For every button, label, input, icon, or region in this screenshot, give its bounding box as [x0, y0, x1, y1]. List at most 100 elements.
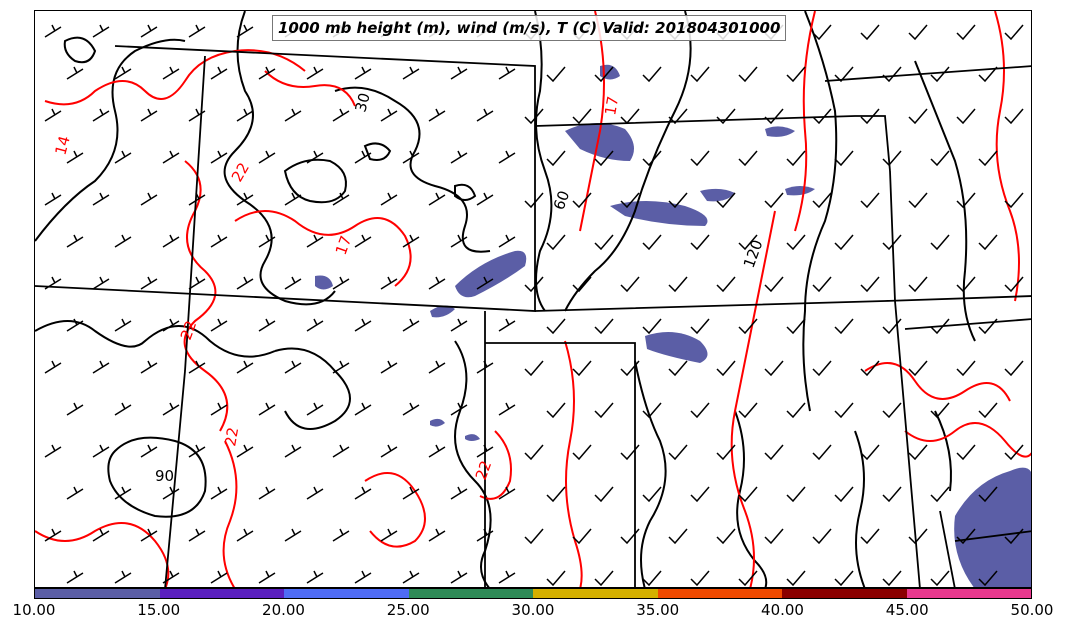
- wind-barb-icon: [882, 570, 902, 587]
- wind-barb-icon: [258, 150, 276, 164]
- wind-barb-icon: [834, 570, 854, 587]
- wind-barb-icon: [210, 318, 228, 332]
- temperature-label-6: 22: [221, 426, 242, 448]
- wind-barb-icon: [1004, 360, 1024, 377]
- wind-barb-icon: [620, 276, 640, 293]
- wind-barb-icon: [44, 108, 62, 122]
- wind-barb-icon: [66, 486, 84, 500]
- wind-barb-icon: [690, 66, 710, 83]
- wind-barb-icon: [860, 108, 880, 125]
- wind-barb-icon: [524, 108, 544, 125]
- wind-barb-icon: [66, 150, 84, 164]
- wind-barb-icon: [476, 108, 494, 122]
- wind-barb-icon: [690, 402, 710, 419]
- wind-barb-icon: [956, 24, 976, 41]
- wind-barb-icon: [956, 192, 976, 209]
- wind-barb-icon: [882, 66, 902, 83]
- wind-barb-field: [44, 24, 1024, 587]
- temperature-label-4: 22: [228, 159, 253, 185]
- wind-barb-icon: [140, 528, 158, 542]
- wind-barb-icon: [236, 24, 254, 38]
- wind-barb-icon: [668, 444, 688, 461]
- wind-barb-icon: [908, 444, 928, 461]
- colorbar-tick-label: 30.00: [511, 601, 555, 619]
- wind-barb-icon: [44, 276, 62, 290]
- height-label-2: 60: [550, 188, 573, 212]
- wind-barb-icon: [402, 402, 420, 416]
- wind-barb-icon: [860, 528, 880, 545]
- wind-barb-icon: [402, 150, 420, 164]
- wind-barb-icon: [572, 276, 592, 293]
- wind-barb-icon: [140, 24, 158, 38]
- wind-barb-icon: [450, 66, 468, 80]
- wind-barb-icon: [380, 108, 398, 122]
- wind-barb-icon: [188, 192, 206, 206]
- map-title: 1000 mb height (m), wind (m/s), T (C) Va…: [272, 15, 787, 41]
- wind-barb-icon: [642, 570, 662, 587]
- wind-barb-icon: [188, 24, 206, 38]
- wind-barb-icon: [428, 276, 446, 290]
- wind-barb-icon: [476, 192, 494, 206]
- wind-barb-icon: [978, 150, 998, 167]
- wind-barb-icon: [764, 192, 784, 209]
- wind-barb-icon: [882, 318, 902, 335]
- wind-barb-icon: [642, 486, 662, 503]
- wind-barb-icon: [908, 24, 928, 41]
- wind-barb-icon: [498, 486, 516, 500]
- wind-barb-icon: [140, 108, 158, 122]
- temperature-label-2: 17: [601, 95, 622, 117]
- wind-barb-icon: [92, 276, 110, 290]
- wind-barb-icon: [978, 318, 998, 335]
- wind-barb-icon: [402, 234, 420, 248]
- wind-barb-icon: [306, 234, 324, 248]
- wind-barb-icon: [956, 444, 976, 461]
- wind-barb-icon: [930, 234, 950, 251]
- wind-barb-icon: [188, 528, 206, 542]
- wind-barb-icon: [786, 402, 806, 419]
- colorbar-tick-label: 45.00: [885, 601, 929, 619]
- wind-barb-icon: [716, 108, 736, 125]
- wind-barb-icon: [956, 108, 976, 125]
- wind-barb-icon: [716, 192, 736, 209]
- wind-barb-icon: [594, 486, 614, 503]
- wind-barb-icon: [380, 276, 398, 290]
- wind-barb-icon: [572, 360, 592, 377]
- wind-barb-icon: [428, 360, 446, 374]
- wind-barb-icon: [476, 360, 494, 374]
- wind-barb-icon: [546, 318, 566, 335]
- wind-barb-icon: [380, 528, 398, 542]
- height-contours: [35, 11, 976, 587]
- wind-barb-icon: [284, 528, 302, 542]
- temperature-contours: [35, 11, 1031, 587]
- wind-barb-icon: [332, 276, 350, 290]
- wind-barb-icon: [738, 150, 758, 167]
- wind-barb-icon: [258, 234, 276, 248]
- wind-barb-icon: [620, 192, 640, 209]
- wind-barb-icon: [450, 234, 468, 248]
- wind-barb-icon: [140, 192, 158, 206]
- wind-barb-icon: [620, 444, 640, 461]
- wind-barb-icon: [834, 150, 854, 167]
- wind-barb-icon: [786, 318, 806, 335]
- wind-barb-icon: [428, 108, 446, 122]
- wind-barb-icon: [834, 234, 854, 251]
- wind-barb-icon: [956, 360, 976, 377]
- wind-barb-icon: [140, 276, 158, 290]
- wind-barb-icon: [210, 234, 228, 248]
- wind-barb-icon: [860, 192, 880, 209]
- wind-barb-icon: [210, 402, 228, 416]
- wind-barb-icon: [738, 66, 758, 83]
- colorbar-tick-label: 35.00: [636, 601, 680, 619]
- wind-barb-icon: [524, 528, 544, 545]
- wind-barb-icon: [860, 24, 880, 41]
- wind-barb-icon: [450, 486, 468, 500]
- wind-barb-icon: [284, 192, 302, 206]
- wind-barb-icon: [306, 66, 324, 80]
- wind-barb-icon: [930, 66, 950, 83]
- wind-barb-icon: [284, 444, 302, 458]
- wind-barb-icon: [572, 444, 592, 461]
- wind-barb-icon: [594, 150, 614, 167]
- wind-barb-icon: [668, 528, 688, 545]
- wind-barb-icon: [930, 402, 950, 419]
- wind-barb-icon: [668, 192, 688, 209]
